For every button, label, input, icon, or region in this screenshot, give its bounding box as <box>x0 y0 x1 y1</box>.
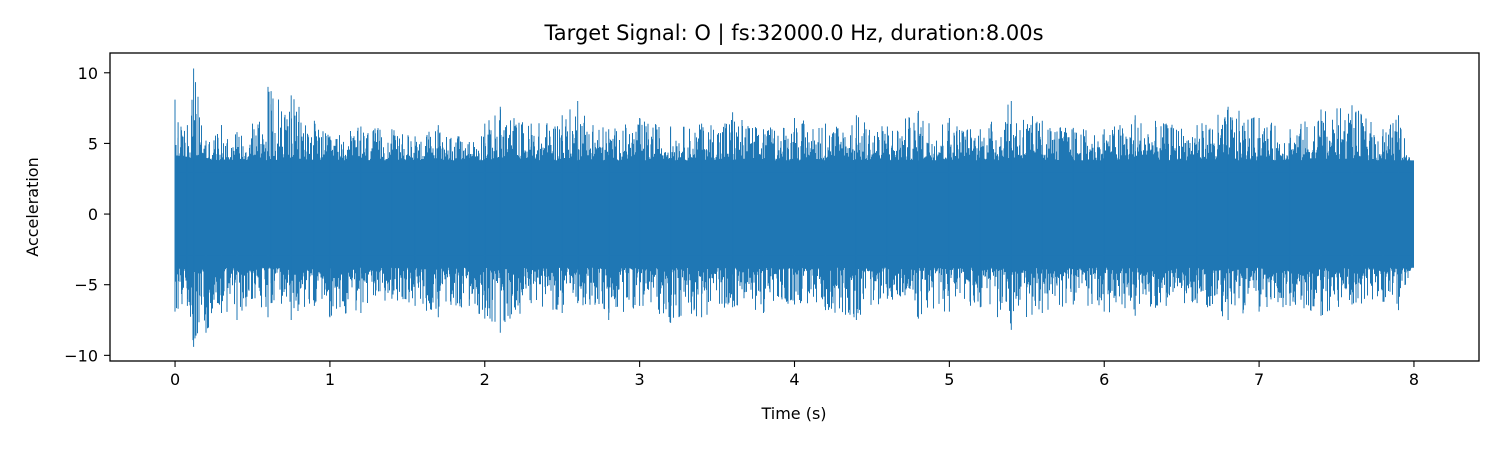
x-tick-label: 5 <box>944 370 954 389</box>
y-tick-label: −10 <box>64 346 98 365</box>
x-axis-label: Time (s) <box>760 404 826 423</box>
y-tick-label: 5 <box>88 134 98 153</box>
x-tick-label: 0 <box>170 370 180 389</box>
y-axis-ticks: −10 −5 0 5 10 <box>64 64 110 365</box>
x-tick-label: 3 <box>635 370 645 389</box>
x-tick-label: 8 <box>1409 370 1419 389</box>
x-tick-label: 2 <box>480 370 490 389</box>
plot-data-layer <box>174 68 1414 347</box>
signal-peaks <box>174 68 1414 347</box>
y-tick-label: 0 <box>88 205 98 224</box>
x-tick-label: 4 <box>789 370 799 389</box>
x-tick-label: 7 <box>1254 370 1264 389</box>
x-tick-label: 1 <box>325 370 335 389</box>
x-axis-ticks: 0 1 2 3 4 5 6 7 8 <box>170 361 1419 389</box>
y-tick-label: 10 <box>78 64 98 83</box>
chart-title: Target Signal: O | fs:32000.0 Hz, durati… <box>543 21 1043 46</box>
y-axis-label: Acceleration <box>23 157 42 256</box>
x-tick-label: 6 <box>1099 370 1109 389</box>
y-tick-label: −5 <box>74 276 98 295</box>
